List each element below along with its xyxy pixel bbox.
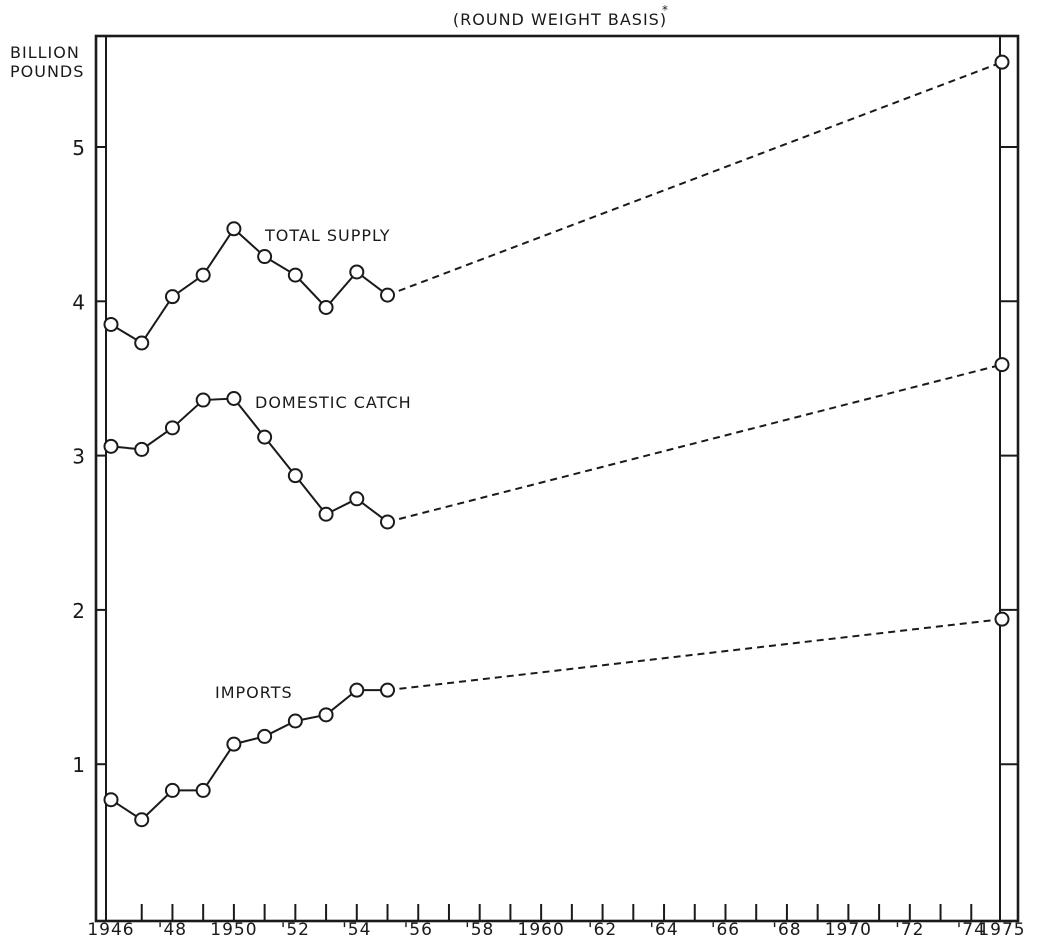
- projection-point-1-1975: [994, 357, 1010, 373]
- x-tick-label-1974: '74: [957, 920, 986, 937]
- data-point-2-1955: [380, 682, 396, 698]
- data-point-1-1953: [318, 506, 334, 522]
- x-tick-label-1956: '56: [404, 920, 433, 937]
- data-point-2-1952: [287, 713, 303, 729]
- data-point-1-1948: [164, 420, 180, 436]
- data-point-2-1946: [103, 792, 119, 808]
- data-point-0-1950: [226, 221, 242, 237]
- series-projection-0: [387, 61, 1003, 297]
- data-point-1-1952: [287, 468, 303, 484]
- projection-point-0-1975: [994, 54, 1010, 70]
- data-point-2-1950: [226, 736, 242, 752]
- plot-frame: [94, 34, 1020, 923]
- series-line-2: [110, 689, 388, 822]
- data-point-2-1947: [134, 812, 150, 828]
- y-tick-label-3: 3: [72, 445, 86, 469]
- data-point-0-1953: [318, 299, 334, 315]
- data-point-0-1951: [257, 249, 273, 265]
- series-projection-1: [387, 363, 1003, 523]
- x-tick-label-1952: '52: [281, 920, 310, 937]
- series-projection-2: [387, 618, 1003, 692]
- data-point-1-1947: [134, 441, 150, 457]
- series-line-1: [110, 397, 389, 523]
- data-point-1-1949: [195, 392, 211, 408]
- data-point-0-1946: [103, 316, 119, 332]
- data-point-2-1951: [257, 728, 273, 744]
- data-point-2-1954: [349, 682, 365, 698]
- y-axis-label-line-1: BILLION: [10, 43, 80, 62]
- data-point-0-1952: [287, 267, 303, 283]
- x-tick-label-1972: '72: [895, 920, 924, 937]
- x-tick-label-1966: '66: [711, 920, 740, 937]
- x-tick-label-1975: 1975: [978, 920, 1025, 937]
- x-tick-label-1946: 1946: [87, 920, 134, 937]
- data-point-0-1949: [195, 267, 211, 283]
- data-point-1-1950: [226, 391, 242, 407]
- series-label-0: TOTAL SUPPLY: [264, 226, 391, 245]
- title-footnote-mark: *: [662, 3, 669, 17]
- x-tick-label-1970: 1970: [825, 920, 872, 937]
- data-point-0-1948: [164, 289, 180, 305]
- x-tick-label-1964: '64: [649, 920, 678, 937]
- data-point-1-1951: [257, 429, 273, 445]
- data-point-2-1949: [195, 782, 211, 798]
- x-tick-label-1962: '62: [588, 920, 617, 937]
- data-point-2-1948: [164, 782, 180, 798]
- y-tick-label-4: 4: [72, 290, 86, 314]
- chart-frame: [94, 34, 1020, 923]
- series-label-1: DOMESTIC CATCH: [255, 393, 412, 412]
- x-tick-label-1958: '58: [465, 920, 494, 937]
- data-point-1-1946: [103, 438, 119, 454]
- x-tick-label-1950: 1950: [210, 920, 257, 937]
- x-axis-ticks: 1946 '48 1950 '52 '54 '56 '58 1960 '62 '64 '66 '68 1…: [87, 904, 1025, 937]
- y-tick-label-1: 1: [72, 753, 86, 777]
- data-point-0-1954: [349, 264, 365, 280]
- series-lines: [110, 61, 1003, 822]
- x-tick-label-1960: 1960: [518, 920, 565, 937]
- y-axis-label-line-2: POUNDS: [10, 62, 84, 81]
- data-markers: [103, 54, 1010, 828]
- x-tick-label-1968: '68: [772, 920, 801, 937]
- data-point-0-1955: [380, 287, 396, 303]
- series-label-2: IMPORTS: [215, 683, 293, 702]
- chart-title: (ROUND WEIGHT BASIS): [453, 10, 667, 29]
- data-point-1-1955: [380, 514, 396, 530]
- data-point-0-1947: [134, 335, 150, 351]
- series-line-0: [110, 227, 389, 345]
- y-tick-label-2: 2: [72, 599, 86, 623]
- x-tick-label-1954: '54: [342, 920, 371, 937]
- projection-point-2-1975: [994, 611, 1010, 627]
- x-tick-label-1948: '48: [158, 920, 187, 937]
- y-tick-label-5: 5: [72, 136, 86, 160]
- data-point-1-1954: [349, 491, 365, 507]
- y-axis-ticks: 1 2 3 4 5: [72, 136, 1018, 777]
- data-point-2-1953: [318, 707, 334, 723]
